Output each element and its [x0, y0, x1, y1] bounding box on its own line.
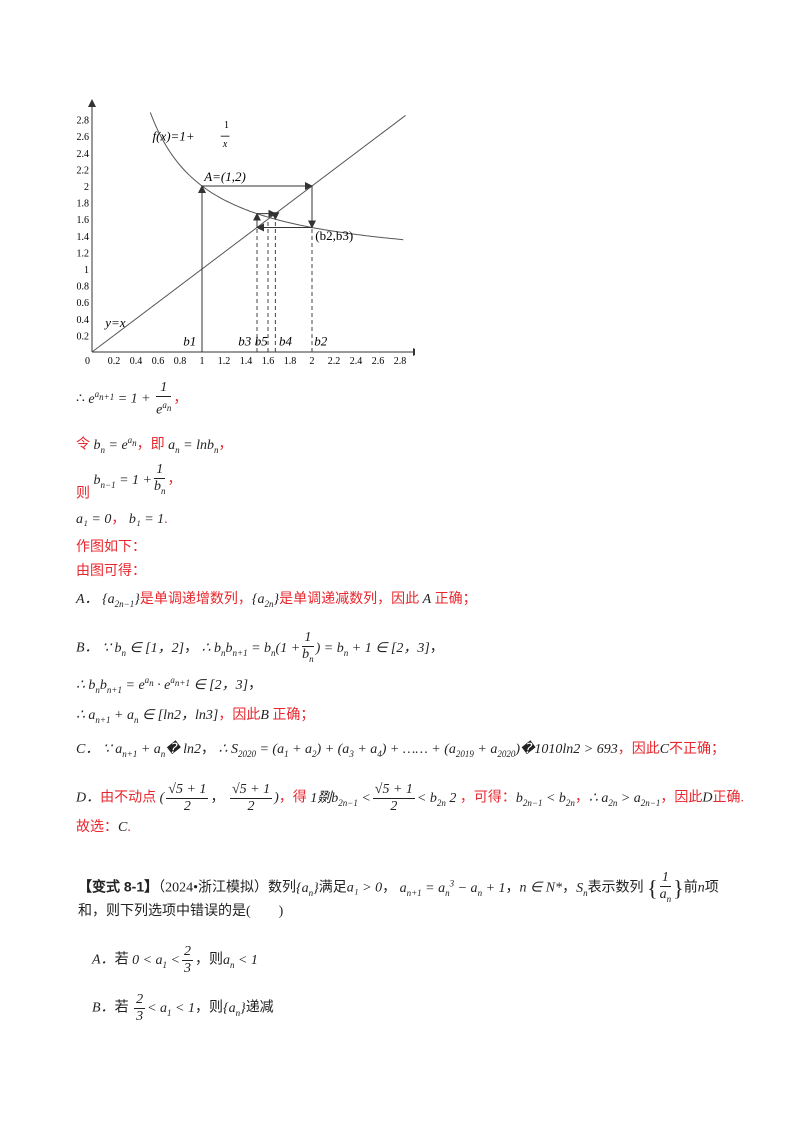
- line-from-graph: 由图可得：: [76, 564, 146, 579]
- analysis-option-b-3: ∴ an+1 + an ∈ [ln2，ln3]，因此B 正确；: [76, 708, 315, 725]
- point-b2b3-label: (b2,b3): [315, 228, 353, 243]
- y-tick-label: 0.8: [77, 282, 90, 293]
- line-draw-graph: 作图如下：: [76, 540, 146, 555]
- cobweb-figure: 0.2 0.4 0.6 0.8 1 1.2 1.4 1.6 1.8 2 2.2 2.4 2.6 2.8 0.…: [77, 99, 415, 365]
- x-tick-label: 2.8: [394, 356, 407, 365]
- x-tick-label: 2.2: [328, 356, 341, 365]
- x-tick-label: 0.6: [152, 356, 165, 365]
- line-y-equals-x: [91, 115, 406, 353]
- line-label: y=x: [103, 315, 126, 330]
- answer-line: 故选：C.: [76, 820, 131, 835]
- b-label-b3: b3: [238, 333, 252, 348]
- x-tick-label: 0.8: [174, 356, 187, 365]
- curve-label: f(x)=1+: [153, 128, 195, 143]
- analysis-option-c: C． ∵ an+1 + an� ln2， ∴ S2020 = (a1 + a2)…: [76, 742, 726, 759]
- y-tick-label: 0.6: [77, 298, 90, 309]
- analysis-option-b-1: B． ∵ bn ∈ [1，2]， ∴ bnbn+1 = bn(1 +1 bn) =…: [76, 630, 444, 664]
- line-initial-values: a₁ = 0， b₁ = 1.: [76, 512, 168, 527]
- b-label-b2: b2: [314, 333, 328, 348]
- analysis-option-a: A． {a2n−1}是单调递增数列，{a2n}是单调递减数列，因此 A 正确；: [76, 592, 477, 609]
- y-tick-label: 2: [84, 182, 89, 193]
- y-tick-label: 2.2: [77, 165, 90, 176]
- x-tick-label: 1.6: [262, 356, 275, 365]
- x-tick-label: 1: [200, 356, 205, 365]
- y-tick-label: 1.2: [77, 248, 90, 259]
- y-tick-label: 2.8: [77, 116, 90, 127]
- x-tick-label: 2: [310, 356, 315, 365]
- x-tick-label: 2.6: [372, 356, 385, 365]
- x-tick-label: 0.4: [130, 356, 143, 365]
- curve-label-den: x: [222, 139, 228, 150]
- problem-stem-line2: 和，则下列选项中错误的是( ): [78, 904, 284, 919]
- y-tick-label: 1.6: [77, 215, 90, 226]
- origin-label: 0: [85, 356, 90, 365]
- y-tick-label: 2.6: [77, 132, 90, 143]
- curve-label-num: 1: [224, 120, 229, 131]
- x-tick-label: 1.4: [240, 356, 253, 365]
- y-tick-label: 1.8: [77, 199, 90, 210]
- line-exp-relation: ∴ ean+1 = 1 + 1 ean，: [76, 380, 188, 418]
- y-tick-label: 1: [84, 265, 89, 276]
- y-tick-label: 0.4: [77, 315, 90, 326]
- x-tick-label: 0.2: [108, 356, 121, 365]
- problem-option-b: B．若 2 3 < a1 < 1，则{an}递减: [92, 992, 274, 1024]
- line-substitution: 令 bn = ean，即 an = lnbn，: [76, 435, 233, 455]
- x-tick-label: 1.8: [284, 356, 297, 365]
- b-label-b1: b1: [183, 333, 196, 348]
- y-tick-label: 1.4: [77, 232, 90, 243]
- problem-stem: 【变式 8-1】（2024•浙江模拟）数列{an}满足a₁ > 0， an+1 …: [78, 870, 719, 904]
- point-a-label: A=(1,2): [203, 169, 246, 184]
- problem-option-a: A．若 0 < a1 <2 3 ，则an < 1: [92, 944, 258, 976]
- y-tick-label: 2.4: [77, 149, 90, 160]
- analysis-option-b-2: ∴ bnbn+1 = ean · ean+1 ∈ [2，3]，: [76, 675, 263, 695]
- b-label-b4: b4: [279, 333, 293, 348]
- y-tick-label: 0.2: [77, 331, 90, 342]
- b-label-b5: b5: [255, 333, 268, 348]
- problem-tag: 【变式 8-1】: [78, 878, 159, 895]
- x-tick-label: 2.4: [350, 356, 363, 365]
- answer-blank: ( ): [246, 904, 284, 919]
- analysis-option-d: D．由不动点 (√5 + 1 2， √5 + 1 2)，得 1剟b2n−1 < √5 …: [76, 782, 744, 814]
- line-recurrence-b: 则 bn−1 = 1 +1 bn，: [76, 462, 182, 502]
- x-tick-label: 1.2: [218, 356, 231, 365]
